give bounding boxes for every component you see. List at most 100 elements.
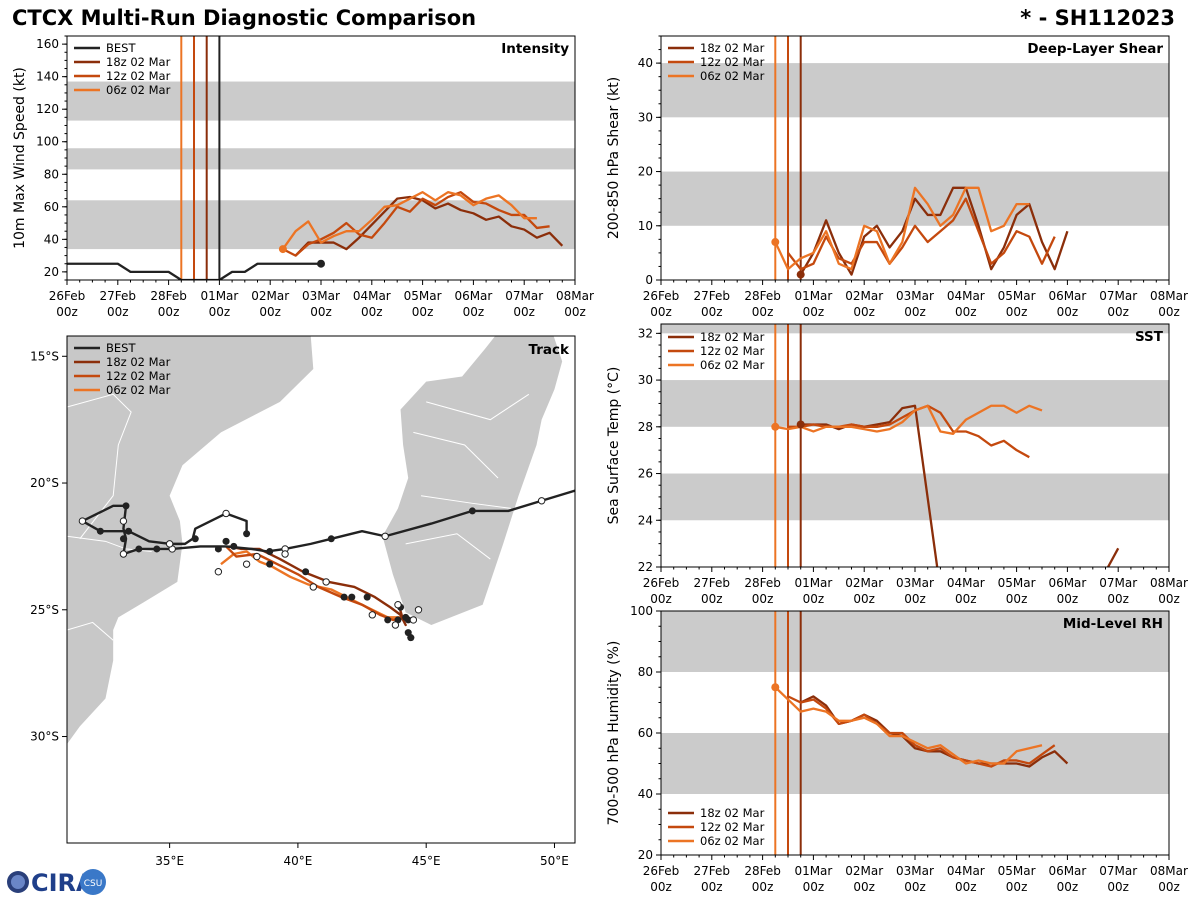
- legend-label: 06z 02 Mar: [106, 83, 171, 97]
- cira-logo: CIRA CSU: [7, 869, 106, 897]
- y-tick-label: 100: [630, 604, 653, 618]
- series-line-run18z: [294, 195, 564, 257]
- panel-title: Deep-Layer Shear: [1027, 41, 1163, 57]
- y-tick-label: 22: [638, 560, 653, 574]
- border-line: [426, 393, 530, 421]
- x-tick-label-date: 28Feb: [744, 864, 781, 878]
- x-tick-label-hour: 00z: [1057, 592, 1079, 606]
- x-tick-label-date: 06Mar: [1048, 576, 1086, 590]
- legend-label: 12z 02 Mar: [106, 369, 171, 383]
- plot-area: [661, 324, 1169, 567]
- x-tick-label-date: 07Mar: [1099, 576, 1137, 590]
- legend-label: 06z 02 Mar: [700, 358, 765, 372]
- panel-title: Track: [529, 342, 570, 358]
- data-point-marker: [771, 683, 780, 692]
- x-tick-label-hour: 00z: [853, 305, 875, 319]
- x-tick-label-date: 05Mar: [404, 289, 442, 303]
- band: [661, 63, 1169, 118]
- x-tick-label-date: 03Mar: [896, 576, 934, 590]
- x-tick-label-date: 03Mar: [896, 289, 934, 303]
- x-tick-label-hour: 00z: [803, 305, 825, 319]
- x-tick-label-date: 03Mar: [302, 289, 340, 303]
- forecast-point: [407, 634, 415, 642]
- x-tick-label-date: 08Mar: [556, 289, 594, 303]
- legend-label: 18z 02 Mar: [700, 41, 765, 55]
- best-track-point: [119, 535, 127, 543]
- y-tick-label: 120: [36, 102, 59, 116]
- x-tick-label-date: 27Feb: [100, 289, 137, 303]
- best-track-point: [468, 507, 476, 515]
- x-tick-label-date: 01Mar: [794, 576, 832, 590]
- y-tick-label: 10: [638, 219, 653, 233]
- x-tick-label-date: 05Mar: [998, 576, 1036, 590]
- y-tick-label: 28: [638, 420, 653, 434]
- panel-title: Intensity: [501, 41, 569, 57]
- series-line-best: [67, 262, 321, 280]
- series-line-run06z: [774, 186, 1030, 271]
- data-point-marker: [796, 270, 805, 279]
- x-tick-label-hour: 00z: [1006, 592, 1028, 606]
- x-tick-label-hour: 00z: [904, 592, 926, 606]
- forecast-point: [214, 545, 222, 553]
- x-tick-label-date: 01Mar: [794, 864, 832, 878]
- logo-sub: CSU: [84, 879, 103, 889]
- forecast-point: [368, 611, 377, 619]
- band: [661, 380, 1169, 427]
- panel-rh: 20 40 60 80 100 26Feb 00z 27Feb 00z 28Feb 00z 01Mar…: [606, 604, 1188, 894]
- forecast-point: [384, 616, 392, 624]
- best-track-point: [119, 550, 128, 558]
- x-tick-label-date: 05Mar: [998, 289, 1036, 303]
- x-tick-label-hour: 00z: [701, 592, 723, 606]
- best-track-point: [243, 530, 251, 538]
- forecast-point: [230, 542, 238, 550]
- y-tick-label: 30: [638, 110, 653, 124]
- y-axis-label: 700-500 hPa Humidity (%): [606, 641, 622, 826]
- series-line-run06z: [281, 191, 537, 250]
- x-tick-label-hour: 00z: [955, 305, 977, 319]
- border-line: [405, 533, 491, 560]
- x-tick-label-date: 02Mar: [251, 289, 289, 303]
- x-tick-label-hour: 00z: [412, 305, 434, 319]
- x-tick-label-hour: 00z: [107, 305, 129, 319]
- forecast-point: [391, 621, 400, 629]
- x-tick-label-date: 07Mar: [1099, 864, 1137, 878]
- y-tick-label: 40: [44, 232, 59, 246]
- best-track-point: [165, 540, 174, 548]
- x-tick-label-hour: 00z: [1107, 592, 1129, 606]
- legend-label: 06z 02 Mar: [106, 383, 171, 397]
- legend-label: BEST: [106, 41, 136, 55]
- data-point-marker: [278, 245, 287, 254]
- border-line: [420, 495, 511, 509]
- series-line-run06z: [774, 686, 1043, 765]
- band: [661, 324, 1169, 334]
- x-tick-label-date: 05Mar: [998, 864, 1036, 878]
- page-title: CTCX Multi-Run Diagnostic Comparison: [12, 6, 477, 30]
- legend-label: 06z 02 Mar: [700, 69, 765, 83]
- legend-label: 12z 02 Mar: [700, 820, 765, 834]
- x-tick-label-date: 27Feb: [694, 289, 731, 303]
- forecast-point: [242, 560, 251, 568]
- x-tick-label-date: 02Mar: [845, 864, 883, 878]
- x-tick-label-hour: 00z: [1107, 305, 1129, 319]
- x-tick-label-hour: 00z: [463, 305, 485, 319]
- forecast-point: [266, 560, 274, 568]
- y-tick-label: 0: [645, 273, 653, 287]
- legend-label: 18z 02 Mar: [700, 330, 765, 344]
- band: [661, 473, 1169, 521]
- panel-shear: 0 10 20 30 40 26Feb 00z 27Feb 00z 28Feb 00z 01Mar 00…: [606, 35, 1188, 319]
- legend-label: 12z 02 Mar: [700, 344, 765, 358]
- x-tick-label-hour: 00z: [752, 592, 774, 606]
- panel-intensity: 20 40 60 80 100 120 140 160 26Feb 00z 27Feb 00z 28Fe…: [12, 35, 594, 319]
- lon-tick-label: 35°E: [155, 854, 184, 868]
- lat-tick-label: 25°S: [30, 603, 59, 617]
- best-track-point: [222, 509, 230, 518]
- x-tick-label-hour: 00z: [564, 305, 586, 319]
- x-tick-label-hour: 00z: [1006, 305, 1028, 319]
- legend-label: 18z 02 Mar: [700, 806, 765, 820]
- series-line-run06z: [775, 404, 1043, 435]
- forecast-point: [363, 593, 371, 601]
- best-track-point: [153, 545, 161, 553]
- x-tick-label-hour: 00z: [158, 305, 180, 319]
- storm-id: * - SH112023: [1020, 6, 1175, 30]
